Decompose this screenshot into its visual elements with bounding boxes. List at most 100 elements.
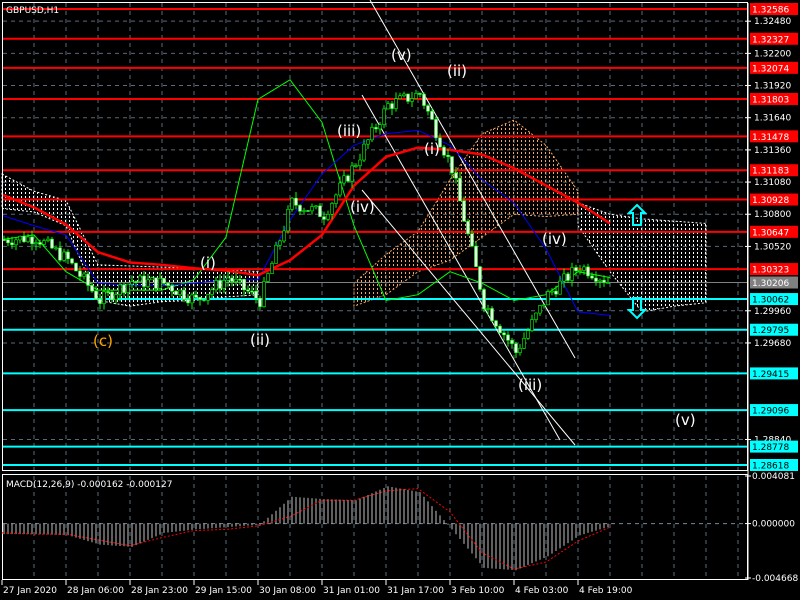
chikou-line: [1, 79, 611, 301]
candle: [534, 312, 538, 323]
candle: [414, 89, 418, 99]
support-level-badge: [750, 367, 798, 380]
resistance-level-badge: [750, 61, 798, 74]
candle: [434, 116, 438, 141]
candle: [334, 193, 338, 208]
wave-label: (i): [200, 254, 216, 272]
resistance-level-badge: [750, 164, 798, 177]
price-tick-label: 1.31080: [754, 178, 791, 188]
candle: [282, 225, 286, 244]
candle: [474, 241, 478, 267]
candle: [462, 196, 466, 222]
macd-frame: [2, 474, 748, 580]
candle: [214, 276, 218, 293]
resistance-level-label: 1.31478: [752, 133, 789, 143]
candle: [70, 257, 74, 265]
candle: [590, 272, 594, 280]
candle: [386, 100, 390, 110]
candle: [142, 271, 146, 292]
wave-label: (iii): [518, 376, 542, 394]
channel-line[interactable]: [369, 0, 576, 359]
candle: [42, 238, 46, 246]
price-tick-label: 1.31920: [754, 82, 791, 92]
candle: [558, 275, 562, 295]
macd-tick-label: 0.004081: [752, 472, 795, 482]
wave-labels: (v) (ii) (iii) (i) (iv) (iv) (i) (ii) (c) (iii) (v…: [93, 46, 696, 429]
candle: [390, 100, 394, 115]
candle: [502, 330, 506, 341]
resistance-level-badge: [750, 130, 798, 143]
candle: [246, 285, 250, 294]
current-price-label: 1.30206: [752, 279, 789, 289]
candle: [190, 292, 194, 310]
candle: [562, 268, 566, 288]
candle: [318, 203, 322, 217]
candle: [178, 289, 182, 298]
support-level-label: 1.30062: [752, 296, 789, 306]
time-label: 30 Jan 08:00: [259, 586, 316, 596]
horizontal-levels[interactable]: [3, 8, 747, 467]
candle: [202, 299, 206, 302]
resistance-level-label: 1.32586: [752, 6, 789, 16]
candle: [134, 280, 138, 288]
candle: [538, 305, 542, 316]
candle: [338, 176, 342, 198]
candle: [50, 236, 54, 250]
candle: [162, 277, 166, 286]
candle: [306, 210, 310, 212]
candle: [186, 294, 190, 307]
time-label: 4 Feb 19:00: [579, 586, 633, 596]
channel-line[interactable]: [361, 189, 576, 446]
price-tick-label: 1.29680: [754, 339, 791, 349]
support-level-badge: [750, 404, 798, 417]
price-tick-label: 1.31360: [754, 146, 791, 156]
support-level-badge: [750, 459, 798, 472]
candle: [78, 266, 82, 281]
candle: [230, 274, 234, 287]
candle: [94, 285, 98, 300]
candle: [210, 287, 214, 299]
candle: [126, 283, 130, 300]
channel-line[interactable]: [361, 94, 561, 441]
macd-signal-line: [1, 488, 611, 570]
candle: [402, 91, 406, 98]
candle: [554, 285, 558, 298]
candle: [226, 271, 230, 287]
candle: [30, 230, 34, 251]
resistance-level-label: 1.30323: [752, 266, 789, 276]
candle: [314, 205, 318, 210]
candle: [522, 332, 526, 350]
candle: [290, 196, 294, 212]
candle: [514, 341, 518, 359]
candle: [278, 239, 282, 250]
indicator-lines: [1, 79, 611, 316]
candle: [234, 272, 238, 286]
candle: [258, 295, 262, 310]
candle: [378, 121, 382, 135]
candle: [322, 211, 326, 226]
candle: [222, 274, 226, 294]
arrows: [626, 203, 648, 320]
cloud-bear: [577, 202, 707, 313]
time-label: 4 Feb 03:00: [515, 586, 569, 596]
macd-label: MACD(12,26,9) -0.000162 -0.000127: [6, 480, 172, 490]
time-label: 31 Jan 01:00: [323, 586, 380, 596]
candle: [486, 304, 490, 316]
candle: [498, 323, 502, 334]
candle: [54, 245, 58, 251]
support-level-label: 1.29795: [752, 326, 789, 336]
price-tick-label: 1.30800: [754, 210, 791, 220]
candle: [418, 92, 422, 98]
candle: [382, 105, 386, 129]
candle: [598, 278, 602, 288]
trend-channel[interactable]: [361, 0, 576, 446]
candle: [430, 107, 434, 121]
candle: [90, 282, 94, 293]
candle: [98, 293, 102, 310]
candle: [602, 275, 606, 287]
wave-label: (c): [93, 332, 113, 350]
candle: [6, 236, 10, 247]
resistance-level-label: 1.30647: [752, 228, 789, 238]
resistance-level-label: 1.30928: [752, 196, 789, 206]
